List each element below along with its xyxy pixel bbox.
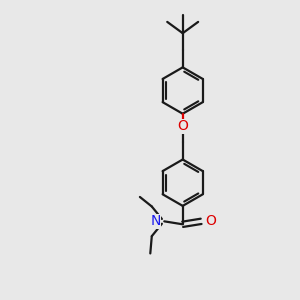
Text: O: O — [206, 214, 217, 228]
Text: N: N — [150, 214, 161, 228]
Text: O: O — [177, 119, 188, 133]
